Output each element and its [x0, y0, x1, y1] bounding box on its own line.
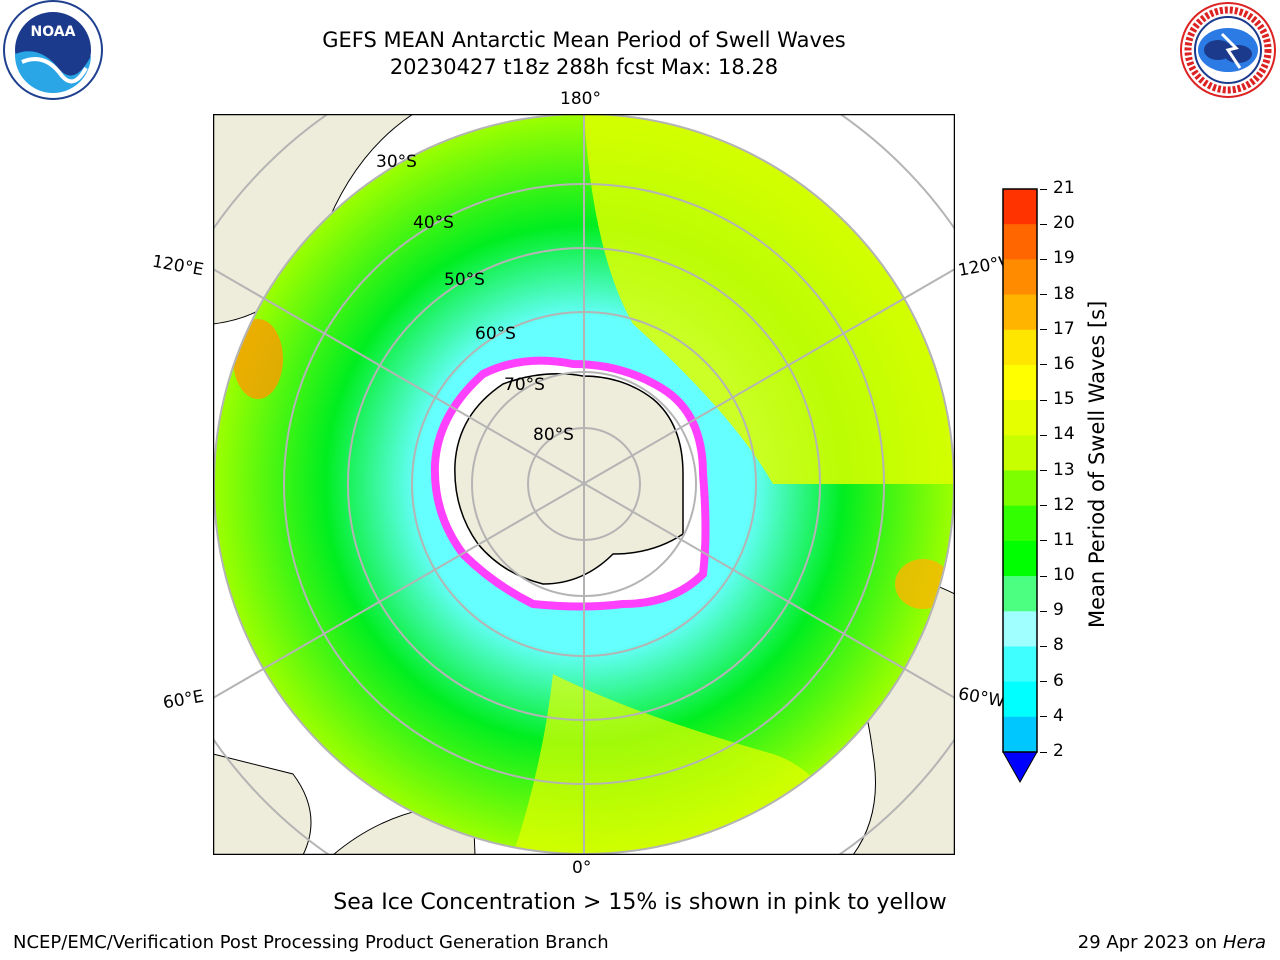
noaa-logo: NOAA [3, 0, 103, 100]
colorbar-tick [1040, 364, 1047, 366]
colorbar [1002, 188, 1038, 784]
map-subtitle: 20230427 t18z 288h fcst Max: 18.28 [389, 55, 779, 79]
lon-label-120e: 120°E [150, 251, 206, 281]
colorbar-tick [1040, 575, 1047, 577]
colorbar-segment [1003, 189, 1037, 225]
antarctica-land [454, 373, 684, 585]
nws-logo [1180, 2, 1276, 98]
colorbar-tick [1040, 505, 1047, 507]
map-frame [213, 114, 955, 855]
colorbar-tick-label: 8 [1053, 635, 1064, 656]
colorbar-segment [1003, 646, 1037, 683]
colorbar-tick [1040, 540, 1047, 542]
colorbar-segment [1003, 224, 1037, 260]
colorbar-tick-label: 13 [1053, 459, 1075, 480]
lat-label-50s: 50°S [444, 270, 485, 290]
colorbar-tick [1040, 751, 1047, 753]
lat-label-80s: 80°S [533, 425, 574, 445]
colorbar-tick-label: 12 [1053, 494, 1075, 515]
colorbar-tick-label: 18 [1053, 283, 1075, 304]
colorbar-segment [1003, 470, 1037, 507]
colorbar-tick-label: 17 [1053, 318, 1075, 339]
colorbar-segment [1003, 611, 1037, 647]
lon-label-60e: 60°E [161, 686, 206, 714]
colorbar-segment [1003, 681, 1037, 718]
colorbar-segment [1003, 540, 1037, 577]
colorbar-segment [1003, 364, 1037, 401]
colorbar-segment [1003, 329, 1037, 366]
lon-label-180: 180° [560, 89, 601, 109]
date-text: 29 Apr 2023 on [1077, 932, 1223, 953]
lat-label-40s: 40°S [413, 213, 454, 233]
polar-map [213, 114, 955, 855]
colorbar-tick-label: 6 [1053, 670, 1064, 691]
noaa-logo-text: NOAA [31, 24, 76, 40]
colorbar-frame [1002, 188, 1038, 753]
swell-period-high-sector [584, 114, 954, 484]
colorbar-tick [1040, 399, 1047, 401]
colorbar-title: Mean Period of Swell Waves [s] [1085, 300, 1109, 628]
colorbar-tick-label: 21 [1053, 178, 1075, 198]
colorbar-segment [1003, 435, 1037, 471]
lon-label-0: 0° [572, 858, 592, 878]
colorbar-segment [1003, 294, 1037, 331]
colorbar-tick-label: 14 [1053, 424, 1075, 445]
colorbar-tick [1040, 258, 1047, 260]
lat-label-30s: 30°S [376, 152, 417, 172]
date-line: 29 Apr 2023 on Hera [1078, 932, 1266, 953]
colorbar-segment [1003, 505, 1037, 542]
colorbar-tick [1040, 470, 1047, 471]
colorbar-tick-label: 15 [1053, 389, 1075, 410]
colorbar-tick-label: 20 [1053, 213, 1075, 234]
madagascar-land [213, 753, 312, 855]
colorbar-tick-label: 11 [1053, 529, 1075, 550]
colorbar-tick [1040, 610, 1047, 612]
colorbar-tick-label: 2 [1053, 741, 1064, 761]
colorbar-tick-label: 10 [1053, 565, 1075, 586]
colorbar-segment [1003, 259, 1037, 296]
colorbar-segment [1003, 576, 1037, 612]
lon-label-60w: 60°W [956, 684, 1007, 712]
colorbar-tick [1040, 294, 1047, 296]
colorbar-segment [1003, 716, 1037, 753]
colorbar-tick [1040, 681, 1047, 683]
colorbar-extend-arrow [1002, 751, 1038, 784]
colorbar-tick-label: 19 [1053, 248, 1075, 269]
credit-line: NCEP/EMC/Verification Post Processing Pr… [13, 932, 609, 953]
colorbar-tick-label: 16 [1053, 353, 1075, 374]
colorbar-tick [1040, 329, 1047, 331]
sea-ice-note: Sea Ice Concentration > 15% is shown in … [333, 890, 947, 915]
colorbar-tick-label: 9 [1053, 600, 1064, 621]
colorbar-tick [1040, 223, 1047, 225]
colorbar-tick [1040, 716, 1047, 718]
colorbar-tick [1040, 188, 1047, 190]
lat-label-70s: 70°S [504, 375, 545, 395]
colorbar-tick [1040, 645, 1047, 647]
map-title: GEFS MEAN Antarctic Mean Period of Swell… [322, 28, 846, 52]
colorbar-tick-label: 4 [1053, 705, 1064, 726]
host-name: Hera [1222, 932, 1266, 953]
colorbar-segment [1003, 400, 1037, 436]
colorbar-tick [1040, 434, 1047, 436]
lat-label-60s: 60°S [475, 324, 516, 344]
swell-period-max-west [233, 319, 283, 399]
